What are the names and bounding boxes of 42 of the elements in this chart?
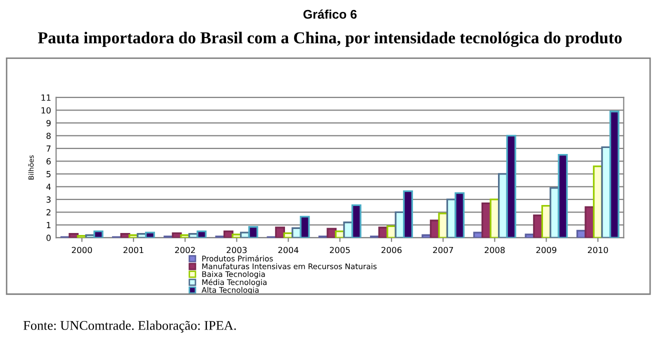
bar	[454, 192, 465, 238]
bar	[326, 228, 337, 238]
x-tick-label: 2001	[124, 246, 144, 254]
bar	[223, 230, 234, 238]
x-tick-label: 2010	[588, 246, 608, 254]
chart-title: Gráfico 6	[303, 9, 357, 19]
x-tick-label: 2002	[175, 246, 195, 254]
x-tick-label: 2004	[278, 246, 298, 254]
y-tick-label: 0	[46, 234, 51, 241]
y-tick-label: 11	[42, 94, 50, 101]
chart-subtitle: Pauta importadora do Brasil com a China, por intensidade tecnológica do produto	[38, 32, 622, 47]
bar	[232, 234, 242, 238]
bar	[93, 230, 104, 238]
bar	[300, 216, 310, 238]
x-tick-label: 2003	[226, 246, 247, 254]
bar	[68, 233, 79, 238]
bar	[145, 232, 155, 238]
x-tick-label: 2006	[382, 246, 402, 254]
bar	[275, 226, 286, 238]
bar	[351, 204, 362, 238]
x-tick-label: 2009	[536, 246, 556, 254]
x-tick-label: 2008	[484, 246, 505, 254]
x-tick-label: 2007	[433, 246, 453, 254]
y-tick-label: 2	[46, 209, 50, 216]
y-tick-label: 10	[42, 107, 51, 114]
y-tick-label: 4	[46, 184, 51, 190]
y-tick-label: 8	[46, 132, 51, 139]
source-note: Fonte: UNComtrade. Elaboração: IPEA.	[23, 320, 236, 333]
x-tick-label: 2005	[330, 246, 350, 254]
y-tick-label: 1	[46, 222, 50, 228]
y-tick-label: 9	[46, 120, 51, 126]
bar	[609, 110, 620, 238]
bar	[558, 154, 568, 238]
y-tick-label: 3	[46, 196, 51, 203]
bar	[506, 134, 516, 238]
bar	[248, 226, 258, 238]
y-tick-label: 7	[46, 146, 51, 152]
bar	[196, 230, 207, 238]
y-tick-label: 5	[46, 171, 51, 178]
y-tick-label: 6	[46, 158, 51, 164]
bar	[403, 190, 413, 238]
x-tick-label: 2000	[72, 246, 92, 254]
